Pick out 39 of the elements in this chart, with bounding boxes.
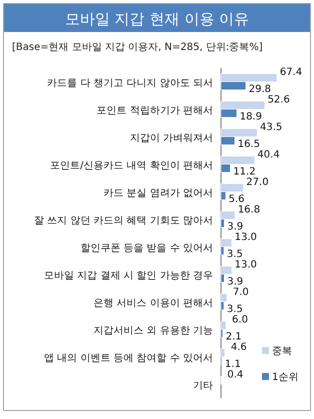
- data-label: 11.2: [233, 166, 256, 178]
- data-label: 16.8: [238, 204, 260, 216]
- data-label: 13.0: [234, 259, 257, 270]
- y-tick-label: 앱 내의 이벤트 등에 참여할 수 있어서: [44, 352, 213, 364]
- data-label: 5.6: [228, 194, 245, 205]
- y-tick-label: 지갑이 가벼워져서: [130, 132, 213, 144]
- data-label: 3.9: [227, 276, 244, 288]
- data-label: 29.8: [248, 84, 272, 95]
- data-label: 3.5: [226, 248, 243, 260]
- data-label: 40.4: [257, 149, 280, 160]
- data-label: 7.0: [232, 286, 249, 298]
- data-label: 27.0: [246, 176, 269, 188]
- data-label: 4.6: [230, 342, 247, 353]
- data-label: 18.9: [240, 111, 262, 122]
- text: [Base=현재 모바일 지갑 이용자, N=285, 단위:중복%]: [12, 42, 263, 53]
- data-label: 2.1: [226, 331, 242, 342]
- chart-title: 모바일 지갑 현재 이용 이유: [64, 10, 250, 28]
- y-tick-label: 카드를 다 챙기고 다니지 않아도 되서: [47, 78, 213, 89]
- data-label: 67.4: [280, 66, 302, 78]
- y-tick-label: 할인쿠폰 등을 받을 수 있어서: [80, 242, 213, 254]
- legend-label: 중복: [272, 346, 292, 357]
- y-tick-label: 카드 분실 염려가 없어서: [103, 188, 213, 199]
- data-label: 52.6: [268, 94, 290, 106]
- y-tick-label: 모바일 지갑 결제 시 할인 가능한 경우: [44, 270, 213, 282]
- data-label: 1.1: [224, 358, 241, 370]
- y-tick-label: 포인트/신용카드 내역 확인이 편해서: [50, 160, 213, 172]
- data-label: 6.0: [232, 314, 248, 326]
- data-label: 16.5: [238, 138, 260, 150]
- y-tick-label: 지갑서비스 외 유용한 기능: [93, 325, 213, 336]
- data-label: 3.9: [227, 221, 244, 232]
- data-label: 3.5: [226, 304, 243, 315]
- y-tick-label: 기타: [193, 380, 213, 392]
- data-label: 43.5: [260, 122, 282, 133]
- y-tick-label: 은행 서비스 이용이 편해서: [93, 298, 213, 309]
- legend-label: 1순위: [272, 372, 298, 383]
- y-tick-label: 포인트 적립하기가 편해서: [96, 105, 213, 116]
- data-label: 0.4: [227, 369, 244, 380]
- y-tick-label: 잘 쓰지 않던 카드의 혜택 기회도 많아서: [34, 215, 213, 226]
- data-label: 13.0: [234, 232, 257, 243]
